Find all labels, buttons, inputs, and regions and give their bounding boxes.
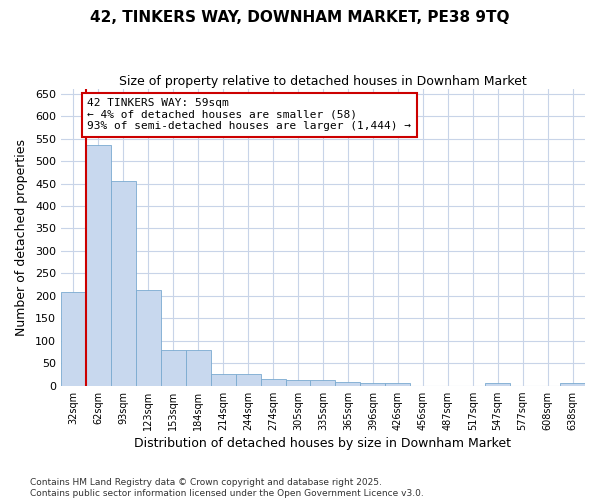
Bar — [286, 380, 310, 386]
Bar — [310, 380, 335, 386]
Bar — [186, 350, 211, 386]
Bar — [485, 384, 510, 386]
Bar — [211, 374, 236, 386]
Bar — [560, 384, 585, 386]
Bar — [361, 384, 385, 386]
Bar — [335, 382, 361, 386]
Bar — [136, 290, 161, 386]
Bar — [236, 374, 260, 386]
Text: Contains HM Land Registry data © Crown copyright and database right 2025.
Contai: Contains HM Land Registry data © Crown c… — [30, 478, 424, 498]
Text: 42 TINKERS WAY: 59sqm
← 4% of detached houses are smaller (58)
93% of semi-detac: 42 TINKERS WAY: 59sqm ← 4% of detached h… — [87, 98, 411, 132]
X-axis label: Distribution of detached houses by size in Downham Market: Distribution of detached houses by size … — [134, 437, 511, 450]
Text: 42, TINKERS WAY, DOWNHAM MARKET, PE38 9TQ: 42, TINKERS WAY, DOWNHAM MARKET, PE38 9T… — [90, 10, 510, 25]
Bar — [111, 182, 136, 386]
Bar — [61, 292, 86, 386]
Bar — [385, 384, 410, 386]
Bar — [161, 350, 186, 386]
Bar — [86, 146, 111, 386]
Y-axis label: Number of detached properties: Number of detached properties — [15, 139, 28, 336]
Title: Size of property relative to detached houses in Downham Market: Size of property relative to detached ho… — [119, 75, 527, 88]
Bar — [260, 379, 286, 386]
